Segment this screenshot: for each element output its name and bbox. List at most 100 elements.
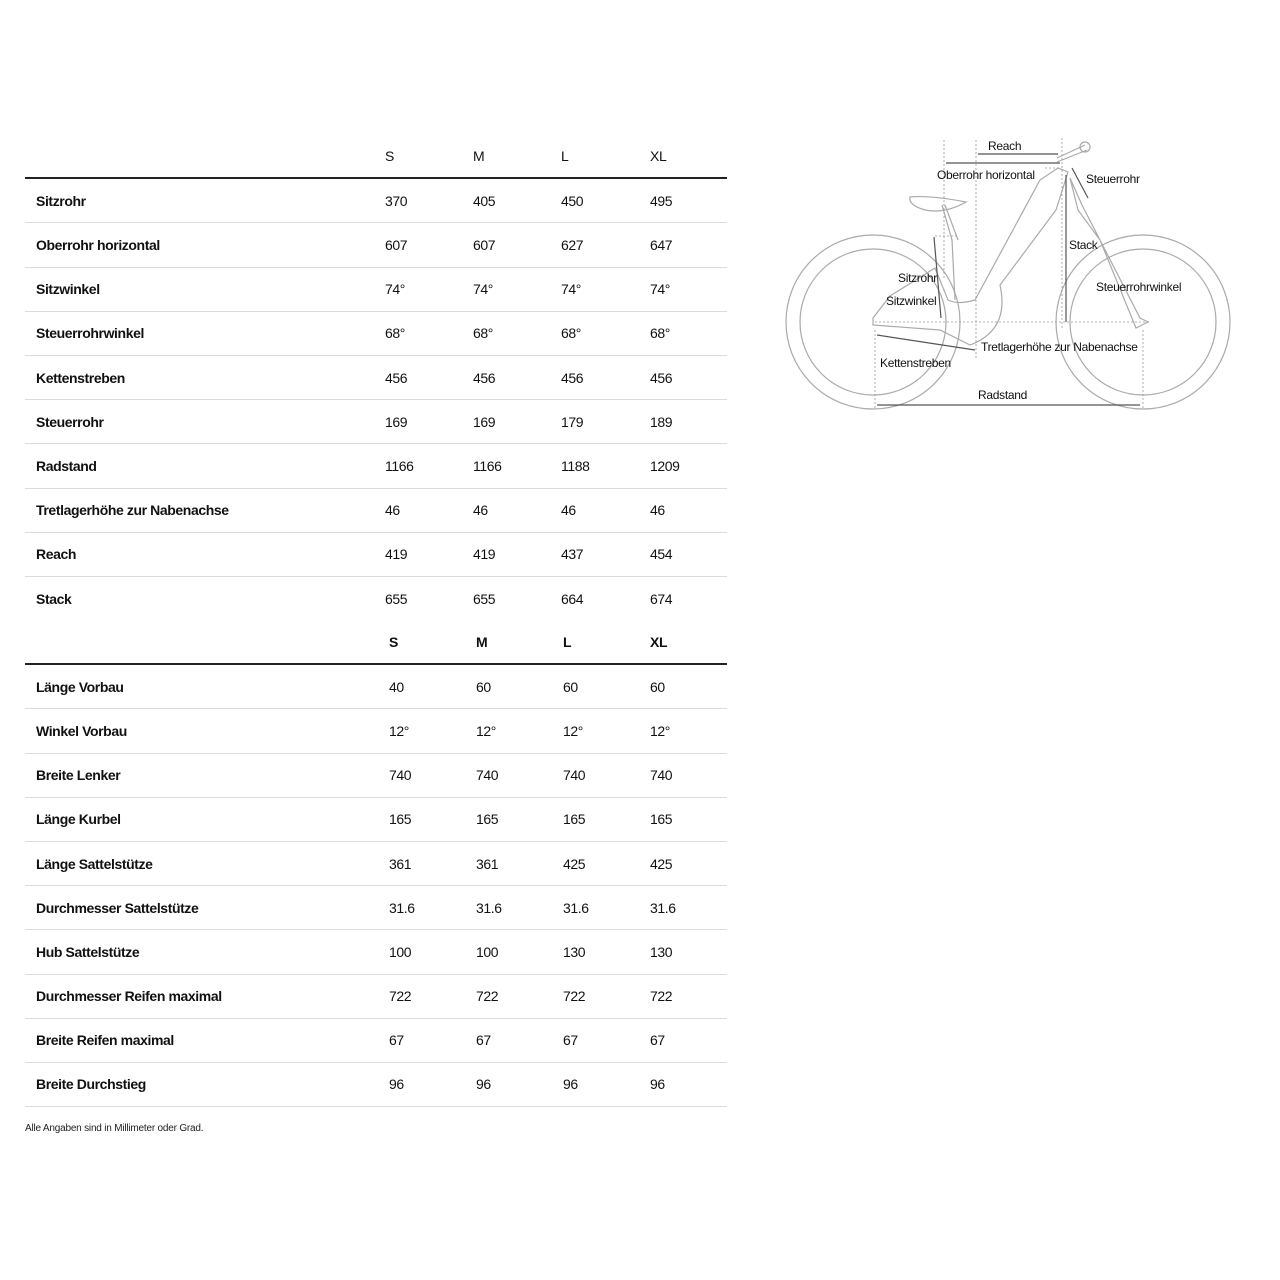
cell-value: 664 [561,590,584,607]
cell-value: 674 [650,590,673,607]
cell-value: 169 [385,413,408,430]
table-row: Länge Kurbel 165 165 165 165 [25,798,727,842]
cell-value: 67 [650,1032,665,1049]
table-row: Steuerrohr 169 169 179 189 [25,400,727,445]
size-header-m: M [476,634,488,651]
cell-value: 60 [476,678,491,695]
cell-value: 169 [473,413,496,430]
row-label: Winkel Vorbau [36,722,127,739]
table-row: Reach 419 419 437 454 [25,533,727,577]
table-row: Hub Sattelstütze 100 100 130 130 [25,930,727,975]
cell-value: 46 [561,502,576,519]
bike-geometry-diagram: Reach Oberrohr horizontal Steuerrohr Sta… [785,138,1231,410]
table-row: Winkel Vorbau 12° 12° 12° 12° [25,709,727,754]
row-label: Reach [36,546,77,563]
cell-value: 456 [385,369,408,386]
row-label: Länge Sattelstütze [36,855,153,872]
cell-value: 31.6 [563,899,589,916]
cell-value: 1166 [473,457,502,474]
cell-value: 456 [650,369,673,386]
cell-value: 454 [650,546,673,563]
cell-value: 100 [389,943,412,960]
cell-value: 68° [385,325,405,342]
cell-value: 74° [650,281,670,298]
size-header-s: S [389,634,398,651]
cell-value: 722 [476,988,499,1005]
row-label: Länge Kurbel [36,811,121,828]
cell-value: 12° [476,722,496,739]
cell-value: 495 [650,192,673,209]
frame [872,167,1069,346]
cell-value: 165 [476,811,499,828]
row-label: Länge Vorbau [36,678,124,695]
cell-value: 74° [561,281,581,298]
cell-value: 437 [561,546,584,563]
row-label: Stack [36,590,72,607]
cell-value: 12° [389,722,409,739]
cell-value: 607 [385,236,408,253]
cell-value: 40 [389,678,404,695]
row-label: Hub Sattelstütze [36,943,140,960]
label-radstand: Radstand [978,388,1027,402]
row-label: Durchmesser Sattelstütze [36,899,199,916]
cell-value: 740 [476,767,499,784]
seatpost [941,204,959,301]
cell-value: 60 [650,678,665,695]
cell-value: 130 [650,943,673,960]
table-row: Durchmesser Reifen maximal 722 722 722 722 [25,975,727,1019]
row-label: Tretlagerhöhe zur Nabenachse [36,502,229,519]
cell-value: 607 [473,236,496,253]
cell-value: 456 [561,369,584,386]
cell-value: 165 [650,811,673,828]
cell-value: 12° [563,722,583,739]
cell-value: 1209 [650,457,680,474]
cell-value: 361 [389,855,412,872]
size-header-row: S M L XL [25,621,727,666]
label-sitzwinkel: Sitzwinkel [886,294,936,308]
cell-value: 165 [389,811,412,828]
cell-value: 722 [389,988,412,1005]
table-row: Länge Sattelstütze 361 361 425 425 [25,842,727,887]
cell-value: 67 [563,1032,578,1049]
cell-value: 450 [561,192,584,209]
cell-value: 419 [473,546,496,563]
cell-value: 1166 [385,457,414,474]
cell-value: 74° [473,281,493,298]
row-label: Breite Reifen maximal [36,1032,174,1049]
cell-value: 68° [473,325,493,342]
cell-value: 655 [385,590,408,607]
table-row: Kettenstreben 456 456 456 456 [25,356,727,401]
label-stack: Stack [1069,238,1099,252]
label-steuerrohrwinkel: Steuerrohrwinkel [1096,280,1181,294]
cell-value: 130 [563,943,586,960]
cell-value: 361 [476,855,499,872]
cell-value: 647 [650,236,673,253]
table-row: Steuerrohrwinkel 68° 68° 68° 68° [25,312,727,356]
size-header-l: L [561,148,569,165]
table-row: Sitzrohr 370 405 450 495 [25,179,727,224]
size-header-xl: XL [650,148,667,165]
cell-value: 179 [561,413,584,430]
row-label: Oberrohr horizontal [36,236,160,253]
table-row: Breite Durchstieg 96 96 96 96 [25,1063,727,1108]
cell-value: 74° [385,281,405,298]
cell-value: 68° [561,325,581,342]
cell-value: 189 [650,413,673,430]
table-row: Durchmesser Sattelstütze 31.6 31.6 31.6 31.6 [25,886,727,931]
cell-value: 96 [650,1076,665,1093]
table-row: Stack 655 655 664 674 [25,577,727,621]
cell-value: 456 [473,369,496,386]
cell-value: 100 [476,943,499,960]
row-label: Steuerrohr [36,413,104,430]
size-header-l: L [563,634,572,651]
fork [1069,177,1150,329]
label-oberrohr: Oberrohr horizontal [937,168,1035,182]
row-label: Breite Lenker [36,767,121,784]
footnote: Alle Angaben sind in Millimeter oder Gra… [25,1123,204,1134]
cell-value: 46 [473,502,488,519]
cell-value: 740 [650,767,673,784]
size-header-m: M [473,148,485,165]
cell-value: 96 [476,1076,491,1093]
cell-value: 46 [385,502,400,519]
label-tretlager: Tretlagerhöhe zur Nabenachse [981,340,1138,354]
